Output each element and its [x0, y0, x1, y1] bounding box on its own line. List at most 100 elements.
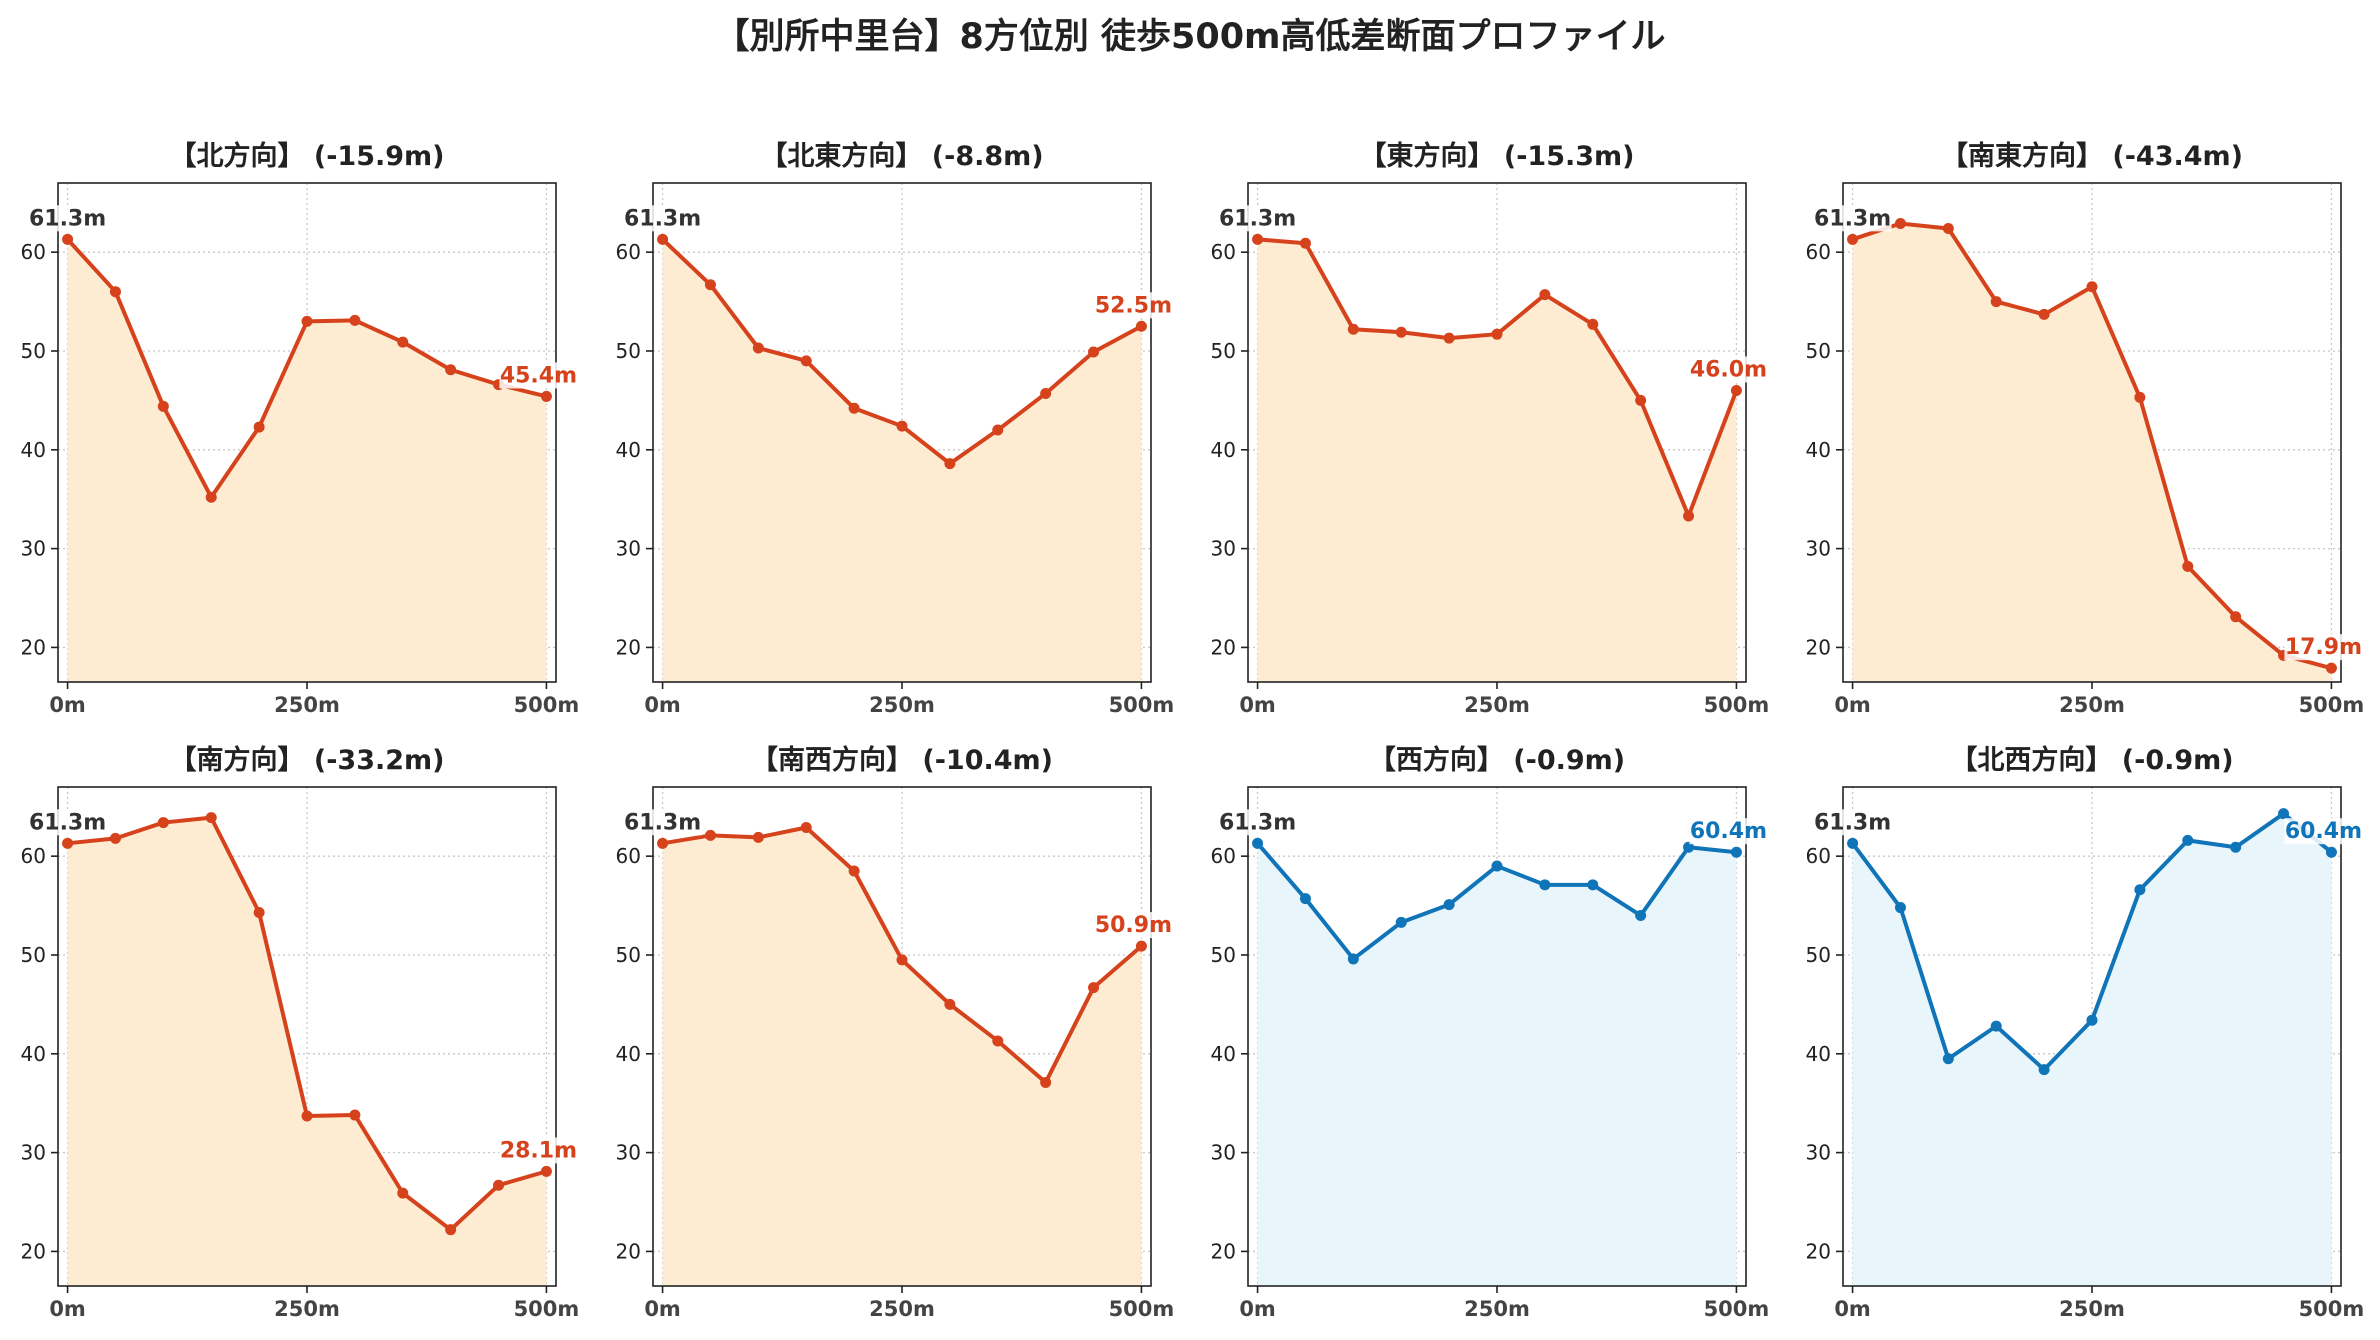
- data-point: [445, 1224, 457, 1236]
- data-point: [205, 812, 217, 824]
- data-point: [800, 355, 812, 367]
- x-tick-label: 250m: [869, 1297, 935, 1321]
- y-tick-label: 40: [21, 438, 46, 462]
- start-elevation-label: 61.3m: [29, 206, 106, 231]
- data-point: [752, 342, 764, 354]
- end-elevation-label: 28.1m: [500, 1138, 577, 1163]
- data-point: [1587, 318, 1599, 330]
- x-tick-label: 500m: [514, 693, 580, 717]
- annotation-bg: [1094, 912, 1173, 939]
- data-point: [1730, 385, 1742, 397]
- data-point: [2325, 846, 2337, 858]
- panel-title: 【北西方向】 (-0.9m): [1950, 744, 2233, 776]
- data-point: [1395, 326, 1407, 338]
- data-point: [752, 831, 764, 843]
- data-point: [205, 491, 217, 503]
- data-point: [1990, 296, 2002, 308]
- panel-title: 【北方向】 (-15.9m): [169, 140, 444, 172]
- figure-title: 【別所中里台】8方位別 徒歩500m高低差断面プロファイル: [714, 17, 1666, 57]
- data-point: [2230, 611, 2242, 623]
- y-tick-label: 30: [616, 1141, 641, 1165]
- data-point: [349, 1109, 361, 1121]
- y-tick-label: 20: [616, 635, 641, 659]
- data-point: [157, 400, 169, 412]
- y-tick-label: 60: [1211, 844, 1236, 868]
- panel-title: 【北東方向】 (-8.8m): [760, 140, 1043, 172]
- data-point: [1539, 289, 1551, 301]
- data-point: [992, 1035, 1004, 1047]
- chart-panel-6: 0m 250m 500m 20 30 40 50 60 【南西方向】 (-10.4m) 61.3m…: [616, 744, 1175, 1321]
- data-point: [2086, 1014, 2098, 1026]
- data-point: [253, 906, 265, 918]
- data-point: [1635, 394, 1647, 406]
- data-point: [1299, 893, 1311, 905]
- y-tick-label: 50: [1806, 339, 1831, 363]
- data-point: [1491, 328, 1503, 340]
- y-tick-label: 50: [21, 339, 46, 363]
- y-tick-label: 60: [616, 844, 641, 868]
- area-fill: [662, 239, 1142, 683]
- annotation-bg: [623, 809, 702, 836]
- y-tick-label: 30: [21, 1141, 46, 1165]
- data-point: [493, 1179, 505, 1191]
- y-tick-label: 30: [21, 537, 46, 561]
- y-tick-label: 60: [1211, 240, 1236, 264]
- data-point: [896, 420, 908, 432]
- x-tick-label: 250m: [1464, 693, 1530, 717]
- area-fill: [1257, 239, 1737, 683]
- annotation-bg: [1813, 205, 1892, 232]
- chart-panel-1: 0m 250m 500m 20 30 40 50 60 【北方向】 (-15.9m) 61.3m 4…: [21, 140, 580, 717]
- data-point: [1135, 940, 1147, 952]
- y-tick-label: 60: [21, 240, 46, 264]
- data-point: [62, 837, 74, 849]
- end-elevation-label: 52.5m: [1095, 293, 1172, 318]
- annotation-bg: [28, 205, 107, 232]
- data-point: [1135, 320, 1147, 332]
- data-point: [848, 865, 860, 877]
- end-elevation-label: 17.9m: [2285, 635, 2362, 660]
- x-tick-label: 500m: [2299, 693, 2365, 717]
- data-point: [2182, 560, 2194, 572]
- data-point: [1847, 233, 1859, 245]
- x-tick-label: 500m: [1109, 693, 1175, 717]
- start-elevation-label: 61.3m: [624, 810, 701, 835]
- data-point: [2325, 662, 2337, 674]
- x-tick-label: 0m: [49, 1297, 86, 1321]
- y-tick-label: 20: [616, 1239, 641, 1263]
- annotation-bg: [2284, 818, 2363, 845]
- panel-title: 【東方向】 (-15.3m): [1359, 140, 1634, 172]
- data-point: [1942, 222, 1954, 234]
- chart-panel-3: 0m 250m 500m 20 30 40 50 60 【東方向】 (-15.3m) 61.3m 4…: [1211, 140, 1770, 717]
- start-elevation-label: 61.3m: [1814, 206, 1891, 231]
- start-elevation-label: 61.3m: [1219, 810, 1296, 835]
- y-tick-label: 30: [1806, 1141, 1831, 1165]
- annotation-bg: [1094, 292, 1173, 319]
- area-fill: [1852, 813, 2332, 1286]
- data-point: [657, 233, 669, 245]
- data-point: [1088, 982, 1100, 994]
- data-point: [349, 314, 361, 326]
- x-tick-label: 500m: [1704, 693, 1770, 717]
- data-point: [397, 336, 409, 348]
- data-point: [62, 233, 74, 245]
- data-point: [704, 279, 716, 291]
- y-tick-label: 60: [1806, 240, 1831, 264]
- x-tick-label: 500m: [2299, 1297, 2365, 1321]
- data-point: [2086, 281, 2098, 293]
- annotation-bg: [623, 205, 702, 232]
- x-tick-label: 500m: [514, 1297, 580, 1321]
- data-point: [1847, 837, 1859, 849]
- y-tick-label: 50: [1211, 943, 1236, 967]
- x-tick-label: 250m: [2059, 1297, 2125, 1321]
- area-fill: [67, 817, 547, 1286]
- data-point: [1252, 837, 1264, 849]
- data-point: [1894, 218, 1906, 230]
- area-fill: [67, 239, 547, 683]
- data-point: [301, 1110, 313, 1122]
- data-point: [1299, 237, 1311, 249]
- data-point: [2278, 808, 2290, 820]
- x-tick-label: 0m: [49, 693, 86, 717]
- y-tick-label: 60: [616, 240, 641, 264]
- data-point: [2182, 834, 2194, 846]
- data-point: [1635, 909, 1647, 921]
